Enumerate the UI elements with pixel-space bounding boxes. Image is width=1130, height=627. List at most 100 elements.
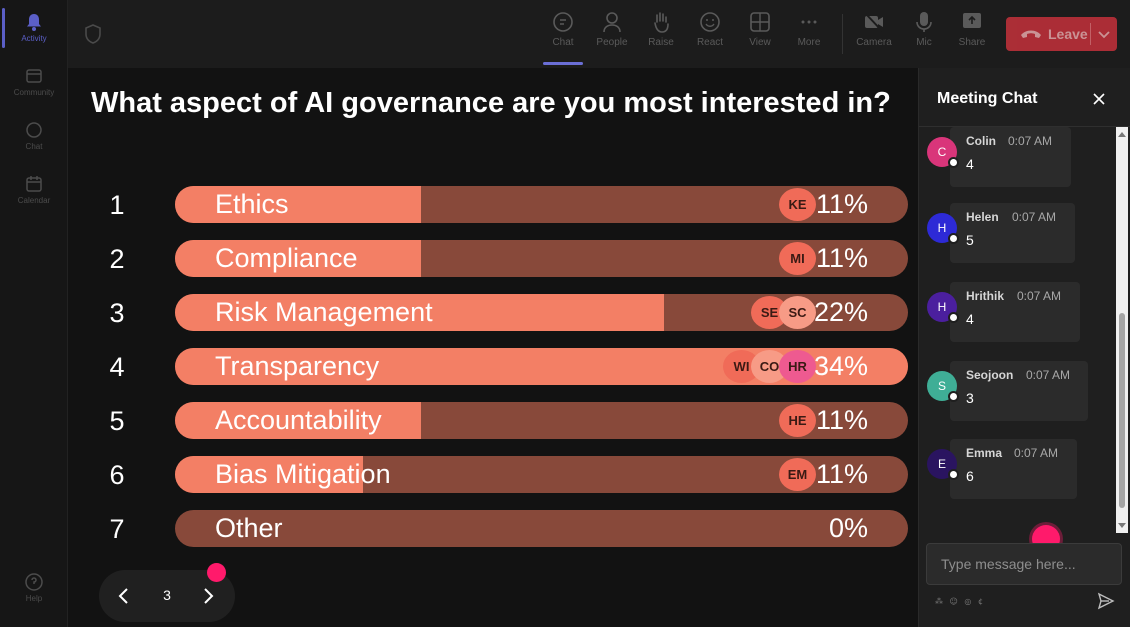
presence-status-dot (948, 469, 959, 480)
message-time: 0:07 AM (1017, 289, 1062, 303)
rail-item-help[interactable]: Help (4, 572, 64, 603)
chat-message[interactable]: Helen 0:07 AM 5 H (927, 203, 1115, 273)
svg-text:⁂ ☺ ◎ ¢: ⁂ ☺ ◎ ¢ (935, 596, 985, 606)
rail-label-calendar: Calendar (17, 196, 51, 205)
chat-message[interactable]: Hrithik 0:07 AM 4 H (927, 282, 1115, 352)
option-bar[interactable]: Accountability 11% HE (175, 402, 908, 439)
option-bar-fill (175, 456, 363, 493)
message-text: 3 (966, 390, 974, 406)
rail-active-indicator (2, 8, 5, 48)
react-button[interactable]: React (688, 10, 732, 48)
chat-message[interactable]: Emma 0:07 AM 6 E (927, 439, 1115, 509)
leave-divider (1090, 23, 1091, 45)
scroll-down-arrow[interactable] (1118, 523, 1126, 528)
option-label: Compliance (215, 243, 358, 273)
option-number: 5 (109, 406, 125, 436)
chevron-down-icon[interactable] (1097, 25, 1111, 43)
sender-name: Hrithik (966, 289, 1005, 303)
camera-label: Camera (856, 37, 892, 48)
left-rail: Activity Community Chat Calendar Help (0, 0, 68, 627)
poll-option[interactable]: 4 Transparency 34% WI CO HR (68, 348, 918, 386)
send-icon[interactable] (1097, 592, 1115, 610)
rail-item-activity[interactable]: Activity (4, 12, 64, 43)
chevron-left-icon[interactable] (117, 586, 131, 606)
meeting-toolbar: Chat People Raise React View More Camera… (68, 0, 1130, 68)
share-button[interactable]: Share (950, 10, 994, 48)
page-number: 3 (163, 587, 171, 603)
poll-option[interactable]: 1 Ethics 11% KE (68, 186, 918, 224)
option-percent: 11% (815, 405, 868, 435)
format-icons[interactable]: ⁂ ☺ ◎ ¢ (935, 596, 995, 606)
mic-button[interactable]: Mic (902, 10, 946, 48)
slide-pager: 3 (99, 570, 235, 622)
chat-message-list[interactable]: Colin 0:07 AM 4 C Helen 0:07 AM 5 H Hrithik 0:07 … (919, 127, 1115, 535)
rail-item-calendar[interactable]: Calendar (4, 174, 64, 205)
option-bar[interactable]: Bias Mitigation 11% EM (175, 456, 908, 493)
poll-option[interactable]: 2 Compliance 11% MI (68, 240, 918, 278)
chat-header-divider (919, 126, 1130, 127)
calendar-icon (26, 176, 42, 192)
people-label: People (596, 37, 628, 48)
people-button[interactable]: People (590, 10, 634, 48)
grid-icon (750, 12, 770, 32)
close-icon[interactable] (1091, 91, 1107, 107)
poll-question: What aspect of AI governance are you mos… (91, 87, 891, 119)
view-button[interactable]: View (738, 10, 782, 48)
option-bar[interactable]: Compliance 11% MI (175, 240, 908, 277)
more-button[interactable]: More (787, 10, 831, 48)
message-text: 4 (966, 311, 974, 327)
message-text: 4 (966, 156, 974, 172)
option-bar[interactable]: Transparency 34% WI CO HR (175, 348, 908, 385)
chat-message[interactable]: Colin 0:07 AM 4 C (927, 127, 1115, 197)
chat-icon (26, 122, 42, 138)
presence-status-dot (948, 391, 959, 402)
voter-avatar: EM (779, 458, 816, 491)
poll-stage: What aspect of AI governance are you mos… (68, 68, 918, 627)
chat-scrollbar[interactable] (1116, 127, 1128, 533)
chevron-right-icon[interactable] (201, 586, 215, 606)
poll-option[interactable]: 7 Other 0% (68, 510, 918, 548)
presence-status-dot (948, 233, 959, 244)
chat-button[interactable]: Chat (541, 10, 585, 48)
option-percent: 11% (815, 459, 868, 489)
poll-option[interactable]: 3 Risk Management 22% SE SC (68, 294, 918, 332)
option-bar[interactable]: Ethics 11% KE (175, 186, 908, 223)
chat-message-input[interactable] (926, 543, 1122, 585)
meeting-chat-panel: Meeting Chat Colin 0:07 AM 4 C Helen 0:07 AM 5… (918, 68, 1130, 627)
option-number: 7 (109, 514, 125, 544)
option-bar-fill (175, 294, 664, 331)
voter-avatar: MI (779, 242, 816, 275)
message-time: 0:07 AM (1012, 210, 1057, 224)
message-time: 0:07 AM (1026, 368, 1071, 382)
raise-label: Raise (648, 37, 674, 48)
option-number: 4 (109, 352, 125, 382)
option-percent: 22% (813, 297, 868, 327)
scroll-up-arrow[interactable] (1118, 132, 1126, 137)
toolbar-divider (842, 14, 843, 54)
option-percent: 34% (813, 351, 868, 381)
voter-avatar: HR (779, 350, 816, 383)
shield-icon[interactable] (84, 24, 102, 44)
avatar[interactable]: E (927, 449, 957, 479)
chat-message[interactable]: Seojoon 0:07 AM 3 S (927, 361, 1115, 431)
poll-option[interactable]: 5 Accountability 11% HE (68, 402, 918, 440)
raise-hand-button[interactable]: Raise (639, 10, 683, 48)
sender-name: Colin (966, 134, 996, 148)
option-percent: 11% (815, 243, 868, 273)
react-label: React (696, 37, 724, 48)
rail-item-chat[interactable]: Chat (4, 120, 64, 151)
bell-icon (27, 14, 41, 31)
rail-label-help: Help (25, 594, 43, 603)
chat-label: Chat (552, 37, 574, 48)
camera-button[interactable]: Camera (852, 10, 896, 48)
option-number: 3 (109, 298, 125, 328)
option-bar[interactable]: Other 0% (175, 510, 908, 547)
poll-option[interactable]: 6 Bias Mitigation 11% EM (68, 456, 918, 494)
option-bar[interactable]: Risk Management 22% SE SC (175, 294, 908, 331)
rail-label-community: Community (13, 88, 55, 97)
leave-button[interactable]: Leave (1006, 17, 1117, 51)
mic-icon (916, 12, 932, 32)
scroll-thumb[interactable] (1119, 313, 1125, 508)
rail-item-community[interactable]: Community (4, 66, 64, 97)
people-icon (603, 12, 621, 33)
